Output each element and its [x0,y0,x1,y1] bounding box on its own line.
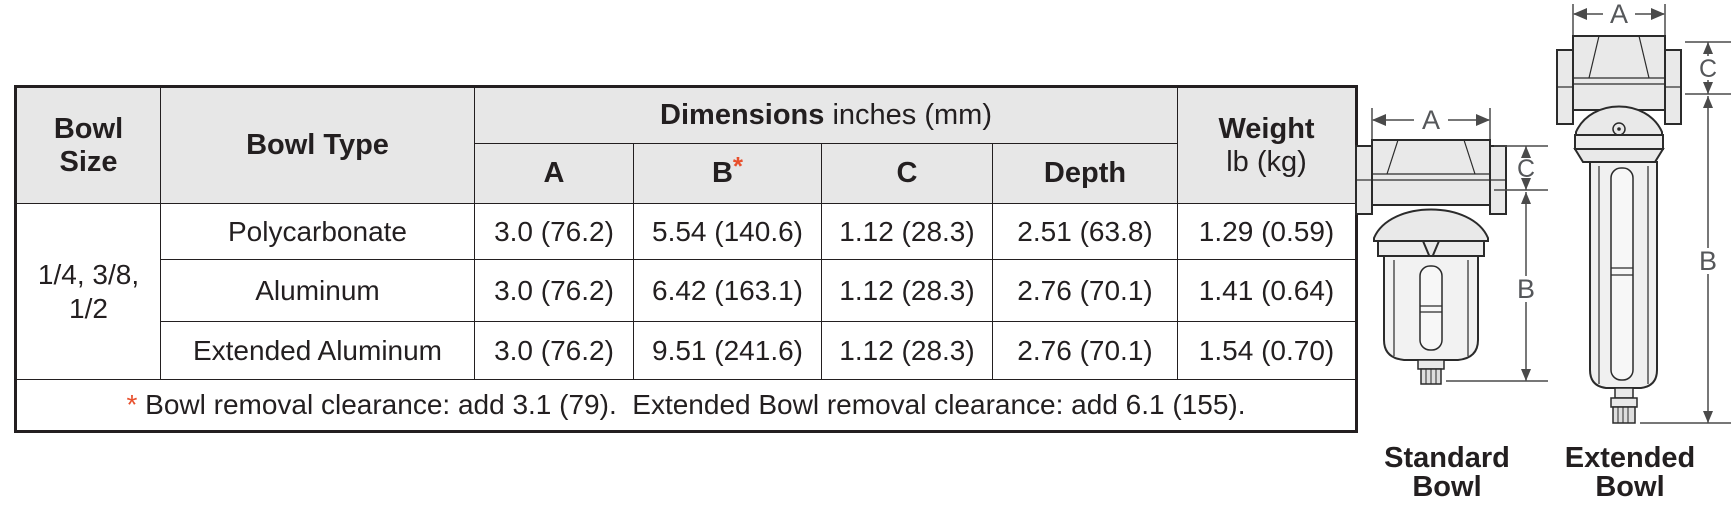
filter-dome [1575,105,1663,136]
bowl-detail [1393,260,1469,356]
arrow-right-icon [1476,114,1490,126]
arrow-down-icon [1703,82,1713,94]
cell-bowl-type: Polycarbonate [160,203,475,260]
cell-dim-b: 5.54 (140.6) [633,203,822,260]
dim-a-label: A [1610,2,1628,29]
cell-dim-b: 9.51 (241.6) [633,321,822,380]
filter-body-detail [1557,35,1681,88]
arrow-right-icon [1651,8,1665,20]
bowl-detail [1598,166,1649,384]
arrow-down-icon [1703,411,1713,423]
arrow-down-icon [1521,369,1531,381]
footnote-marker: * [732,151,744,182]
dim-b-lines [1640,96,1731,424]
cell-dim-c: 1.12 (28.3) [821,321,993,380]
header-col-b-letter: B [711,157,733,190]
collar-ring [1574,134,1664,150]
extended-bowl-label-line1: Extended [1564,442,1696,474]
dim-c-label: C [1517,155,1535,183]
cell-dim-c: 1.12 (28.3) [821,203,993,260]
arrow-up-icon [1521,192,1531,204]
standard-bowl-label: Standard Bowl [1362,444,1532,502]
dim-c-label: C [1699,55,1717,83]
extended-bowl-diagram: A [1556,2,1731,424]
filter-body [1556,35,1682,125]
filter-body [1355,139,1507,215]
cell-dim-a: 3.0 (76.2) [474,321,634,380]
bowl-dimensions-table: Bowl Size Bowl Type Dimensions inches (m… [14,85,1359,433]
header-bowl-size: Bowl Size [15,86,161,204]
bowl-latch [1421,240,1441,263]
cell-dim-c: 1.12 (28.3) [821,259,993,322]
footnote-asterisk: * [126,389,138,420]
header-dimensions-title: Dimensions [660,99,825,132]
filter-dome [1373,208,1489,242]
collar-taper [1573,148,1665,163]
drain-fitting [1417,359,1445,385]
table-row: Extended Aluminum 3.0 (76.2) 9.51 (241.6… [16,321,1358,380]
footnote-text: Bowl removal clearance: add 3.1 (79). Ex… [137,389,1246,420]
standard-bowl-label-line1: Standard [1384,442,1510,474]
table-row: Aluminum 3.0 (76.2) 6.42 (163.1) 1.12 (2… [16,259,1358,322]
cell-dim-a: 3.0 (76.2) [474,259,634,322]
arrow-down-icon [1521,178,1531,190]
arrow-left-icon [1573,8,1587,20]
footnote: * Bowl removal clearance: add 3.1 (79). … [14,379,1358,432]
cell-weight: 1.41 (0.64) [1177,259,1358,322]
extended-bowl-label: Extended Bowl [1545,444,1715,502]
cell-dim-depth: 2.51 (63.8) [991,203,1179,260]
arrow-up-icon [1703,42,1713,54]
cell-dim-depth: 2.76 (70.1) [991,259,1179,322]
header-weight-units: lb (kg) [1226,145,1307,178]
cell-weight: 1.54 (0.70) [1177,321,1358,380]
cell-dim-b: 6.42 (163.1) [633,259,822,322]
header-weight: Weight lb (kg) [1177,86,1358,204]
cell-dim-depth: 2.76 (70.1) [991,321,1179,380]
cell-weight: 1.29 (0.59) [1177,203,1358,260]
extended-bowl-label-line2: Bowl [1595,471,1665,503]
arrow-up-icon [1521,146,1531,158]
header-col-depth: Depth [991,143,1179,204]
filter-body-detail [1356,139,1506,181]
arrow-up-icon [1703,96,1713,108]
dim-b-lines [1446,192,1548,382]
table-row: 1/4, 3/8, 1/2 Polycarbonate 3.0 (76.2) 5… [15,203,1358,380]
cell-bowl-type: Extended Aluminum [160,321,475,380]
header-col-b: B* [633,143,822,204]
header-col-a: A [474,143,634,204]
drain-fitting [1610,387,1638,424]
header-dimensions: Dimensions inches (mm) [473,86,1179,144]
footnote-row: * Bowl removal clearance: add 3.1 (79). … [14,379,1358,432]
dome-valve-dot [1617,127,1621,131]
header-weight-title: Weight [1218,113,1315,146]
cell-bowl-size: 1/4, 3/8, 1/2 [15,203,161,380]
dim-a-label: A [1422,105,1440,135]
cell-dim-a: 3.0 (76.2) [474,203,634,260]
arrow-left-icon [1372,114,1386,126]
header-dimensions-units: inches (mm) [824,99,992,132]
cell-bowl-type: Aluminum [160,259,475,322]
header-col-c: C [821,143,993,204]
dim-b-label: B [1517,274,1535,304]
standard-bowl-label-line2: Bowl [1412,471,1482,503]
dim-b-label: B [1699,246,1717,276]
header-bowl-type: Bowl Type [160,86,475,204]
standard-bowl-diagram: A [1355,105,1548,385]
